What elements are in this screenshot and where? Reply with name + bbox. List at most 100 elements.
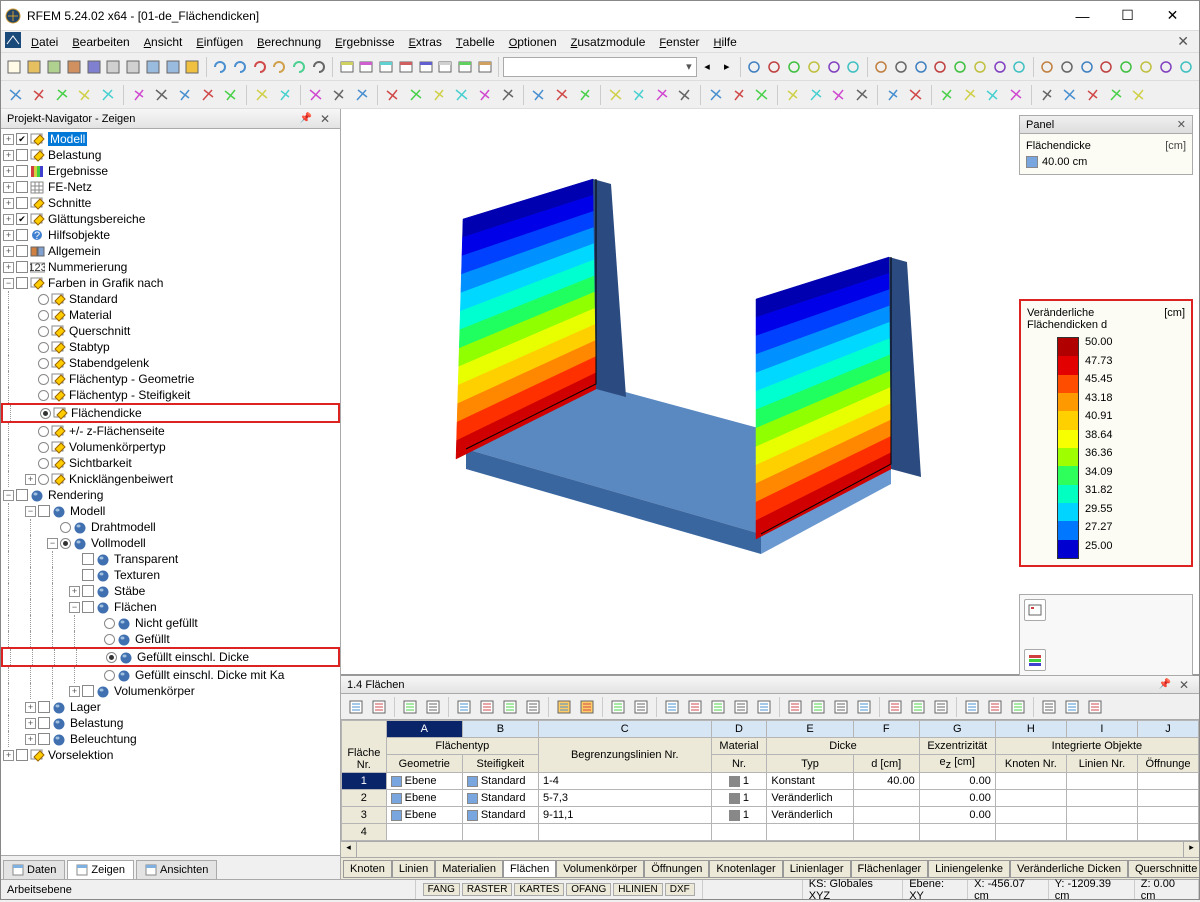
- table-row[interactable]: 1 Ebene Standard 1-4 1 Konstant 40.00 0.…: [342, 773, 1199, 790]
- expander-icon[interactable]: −: [47, 538, 58, 549]
- navigator-close-icon[interactable]: ✕: [316, 112, 334, 126]
- tbl-tb-7[interactable]: [522, 696, 544, 718]
- tb2-btn-5[interactable]: [128, 84, 150, 106]
- checkbox[interactable]: [16, 181, 28, 193]
- tb1-btn-c3[interactable]: [397, 56, 416, 78]
- tree-item[interactable]: Querschnitt: [1, 323, 340, 339]
- snap-kartes[interactable]: KARTES: [514, 883, 564, 896]
- next-button[interactable]: ▸: [717, 56, 736, 78]
- tbl-tb-21[interactable]: [884, 696, 906, 718]
- checkbox[interactable]: [82, 585, 94, 597]
- snap-dxf[interactable]: DXF: [665, 883, 695, 896]
- 3d-viewport[interactable]: Panel ✕ Flächendicke [cm] 40.00 cm: [341, 109, 1199, 674]
- radio[interactable]: [38, 458, 49, 469]
- tbl-tb-5[interactable]: [476, 696, 498, 718]
- tbl-tb-4[interactable]: [453, 696, 475, 718]
- radio[interactable]: [60, 538, 71, 549]
- snap-hlinien[interactable]: HLINIEN: [613, 883, 662, 896]
- tb2-btn-19[interactable]: [474, 84, 496, 106]
- tree-item[interactable]: +FE-Netz: [1, 179, 340, 195]
- tb1-btn-d12[interactable]: [990, 56, 1009, 78]
- checkbox[interactable]: [16, 749, 28, 761]
- expander-icon[interactable]: +: [3, 750, 14, 761]
- menu-einfügen[interactable]: Einfügen: [190, 33, 249, 51]
- tbl-tb-0[interactable]: [345, 696, 367, 718]
- tb2-btn-30[interactable]: [751, 84, 773, 106]
- tb1-btn-d13[interactable]: [1010, 56, 1029, 78]
- tbl-tb-13[interactable]: [684, 696, 706, 718]
- tb1-btn-4[interactable]: [84, 56, 103, 78]
- tb1-btn-c4[interactable]: [416, 56, 435, 78]
- tbl-tb-28[interactable]: [1061, 696, 1083, 718]
- radio[interactable]: [104, 618, 115, 629]
- tbl-tb-2[interactable]: [399, 696, 421, 718]
- tbl-tb-27[interactable]: [1038, 696, 1060, 718]
- table-pin-icon[interactable]: 📌: [1154, 679, 1174, 690]
- tree-item[interactable]: Flächentyp - Steifigkeit: [1, 387, 340, 403]
- tree-item[interactable]: Material: [1, 307, 340, 323]
- nav-tab-daten[interactable]: Daten: [3, 860, 65, 879]
- tb1-btn-d9[interactable]: [931, 56, 950, 78]
- tree-item[interactable]: +Lager: [1, 699, 340, 715]
- expander-icon[interactable]: −: [69, 602, 80, 613]
- tbl-tb-6[interactable]: [499, 696, 521, 718]
- tb2-btn-35[interactable]: [882, 84, 904, 106]
- menu-fenster[interactable]: Fenster: [653, 33, 705, 51]
- expander-icon[interactable]: +: [69, 586, 80, 597]
- tree-item[interactable]: Flächendicke: [3, 405, 338, 421]
- expander-icon[interactable]: +: [3, 150, 14, 161]
- menu-zusatzmodule[interactable]: Zusatzmodule: [565, 33, 652, 51]
- tb1-btn-d1[interactable]: [765, 56, 784, 78]
- tb2-btn-34[interactable]: [851, 84, 873, 106]
- tree-item[interactable]: −Rendering: [1, 487, 340, 503]
- tb2-btn-23[interactable]: [574, 84, 596, 106]
- tbl-tb-19[interactable]: [830, 696, 852, 718]
- tree-item[interactable]: Stabendgelenk: [1, 355, 340, 371]
- tb2-btn-31[interactable]: [782, 84, 804, 106]
- expander-icon[interactable]: +: [25, 474, 36, 485]
- tree-item[interactable]: Gefüllt einschl. Dicke mit Ka: [1, 667, 340, 683]
- checkbox[interactable]: [82, 685, 94, 697]
- expander-icon[interactable]: +: [3, 246, 14, 257]
- radio[interactable]: [104, 634, 115, 645]
- tree-item[interactable]: +Volumenkörper: [1, 683, 340, 699]
- tree-item[interactable]: +Ergebnisse: [1, 163, 340, 179]
- tree-item[interactable]: +Belastung: [1, 147, 340, 163]
- nav-tab-ansichten[interactable]: Ansichten: [136, 860, 217, 879]
- tree-item[interactable]: +✔Modell: [1, 131, 340, 147]
- expander-icon[interactable]: +: [3, 198, 14, 209]
- panel-header[interactable]: Panel ✕: [1020, 116, 1192, 134]
- tb1-btn-d14[interactable]: [1038, 56, 1057, 78]
- menu-ergebnisse[interactable]: Ergebnisse: [329, 33, 400, 51]
- radio[interactable]: [38, 374, 49, 385]
- tb2-btn-20[interactable]: [497, 84, 519, 106]
- tbl-tb-23[interactable]: [930, 696, 952, 718]
- tree-item[interactable]: +Allgemein: [1, 243, 340, 259]
- tbl-tb-15[interactable]: [730, 696, 752, 718]
- tb1-btn-5[interactable]: [104, 56, 123, 78]
- expander-icon[interactable]: +: [3, 230, 14, 241]
- navigator-pin-icon[interactable]: 📌: [295, 113, 315, 124]
- table-tab-2[interactable]: Materialien: [435, 860, 503, 878]
- tb1-btn-b0[interactable]: [211, 56, 230, 78]
- tbl-tb-29[interactable]: [1084, 696, 1106, 718]
- tree-item[interactable]: +123Nummerierung: [1, 259, 340, 275]
- expander-icon[interactable]: +: [3, 262, 14, 273]
- expander-icon[interactable]: +: [3, 166, 14, 177]
- tbl-tb-11[interactable]: [630, 696, 652, 718]
- tb2-btn-18[interactable]: [451, 84, 473, 106]
- tb2-btn-7[interactable]: [174, 84, 196, 106]
- tb1-btn-b5[interactable]: [310, 56, 329, 78]
- tb1-btn-d16[interactable]: [1077, 56, 1096, 78]
- tb2-btn-36[interactable]: [905, 84, 927, 106]
- tb1-btn-2[interactable]: [45, 56, 64, 78]
- checkbox[interactable]: [16, 489, 28, 501]
- table-tab-10[interactable]: Veränderliche Dicken: [1010, 860, 1128, 878]
- tb2-btn-22[interactable]: [551, 84, 573, 106]
- menu-ansicht[interactable]: Ansicht: [138, 33, 189, 51]
- checkbox[interactable]: ✔: [16, 213, 28, 225]
- tb2-btn-25[interactable]: [628, 84, 650, 106]
- expander-icon[interactable]: +: [25, 734, 36, 745]
- tree-item[interactable]: Standard: [1, 291, 340, 307]
- close-button[interactable]: ✕: [1150, 2, 1195, 30]
